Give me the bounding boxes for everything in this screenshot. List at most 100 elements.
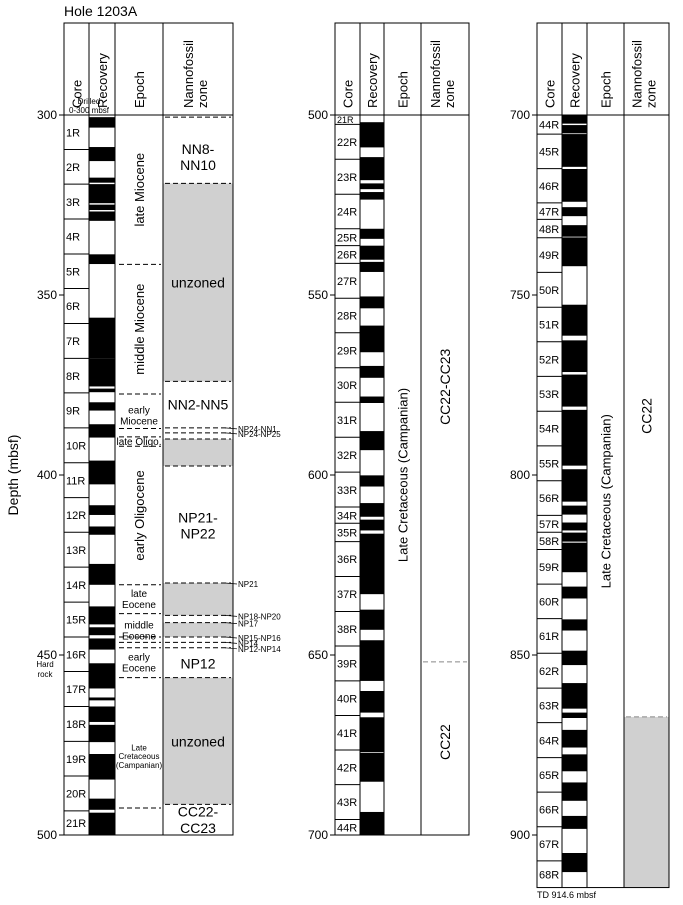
callout-leader: [224, 636, 238, 639]
recovery-block: [360, 519, 384, 531]
epoch-header: Epoch: [132, 71, 147, 108]
depth-tick-label: 400: [37, 468, 57, 482]
recovery-block: [562, 134, 587, 167]
recovery-block: [562, 782, 587, 801]
core-label: 67R: [539, 839, 559, 851]
zone-callout-label: NP24-NN1: [238, 425, 277, 434]
nannofossil-zone-label: NP21-NP22: [178, 510, 218, 542]
depth-tick-label: 350: [37, 288, 57, 302]
core-label: 59R: [539, 562, 559, 574]
core-label: 55R: [539, 458, 559, 470]
recovery-block: [562, 115, 587, 124]
unzoned-gray-band: [163, 677, 233, 805]
recovery-block: [89, 402, 115, 411]
drilled-label-line2: 0-300 mbsf: [69, 106, 110, 115]
depth-tick-label: 650: [308, 648, 328, 662]
recovery-block: [360, 431, 384, 451]
core-label: 6R: [66, 301, 80, 313]
column-frame: [63, 22, 234, 836]
hole-title: Hole 1203A: [64, 3, 138, 19]
zone-callout-label: NP15-NP16: [238, 634, 281, 643]
recovery-block: [562, 225, 587, 237]
unzoned-gray-band: [163, 439, 233, 466]
recovery-block: [89, 706, 115, 722]
recovery-block: [562, 754, 587, 772]
column-frame: [334, 22, 470, 836]
nannofossil-zone-label: NN2-NN5: [168, 397, 229, 413]
recovery-block: [360, 811, 384, 835]
recovery-block: [89, 211, 115, 221]
epoch-label: early Eocene: [122, 653, 156, 675]
depth-tick-label: 700: [510, 108, 530, 122]
recovery-block: [360, 325, 384, 353]
core-label: 19R: [66, 754, 86, 766]
recovery-block: [89, 526, 115, 535]
core-label: 3R: [66, 197, 80, 209]
core-label: 37R: [337, 589, 357, 601]
depth-tick-label: 750: [510, 288, 530, 302]
zone-callout-label: NP12-NP14: [238, 645, 281, 654]
depth-tick-label: 850: [510, 648, 530, 662]
core-label: 33R: [337, 485, 357, 497]
core-label: 20R: [66, 789, 86, 801]
recovery-block: [360, 192, 384, 200]
zone-callout-label: NP21: [238, 580, 259, 589]
epoch-header: Epoch: [396, 71, 411, 108]
recovery-block: [360, 396, 384, 403]
core-label: 57R: [539, 519, 559, 531]
core-label: 49R: [539, 250, 559, 262]
recovery-block: [89, 798, 115, 810]
core-label: 39R: [337, 659, 357, 671]
core-label: 10R: [66, 440, 86, 452]
depth-tick-label: 300: [37, 108, 57, 122]
core-label: 21R: [337, 115, 354, 125]
depth-axis-label: Depth (mbsf): [5, 435, 21, 516]
depth-tick-label: 450: [37, 648, 57, 662]
core-label: 11R: [66, 475, 85, 487]
nannofossil-zone-label: unzoned: [171, 733, 225, 749]
recovery-block: [360, 261, 384, 272]
core-header: Core: [341, 80, 356, 108]
unzoned-gray-band: [624, 716, 669, 888]
epoch-label: Late Cretaceous (Campanian): [599, 414, 614, 588]
recovery-block: [562, 505, 587, 515]
core-label: 31R: [337, 415, 357, 427]
recovery-block: [562, 469, 587, 502]
epoch-label: Late Cretaceous (Campanian): [396, 388, 411, 562]
core-header: Core: [70, 80, 85, 108]
recovery-header: Recovery: [365, 53, 380, 108]
recovery-block: [89, 117, 115, 128]
core-label: 13R: [66, 545, 86, 557]
core-label: 60R: [539, 597, 559, 609]
core-label: 2R: [66, 162, 80, 174]
recovery-block: [562, 586, 587, 599]
core-label: 42R: [337, 763, 357, 775]
nannofossil-zone-label: CC22: [437, 724, 453, 760]
core-label: 21R: [66, 818, 86, 830]
recovery-block: [360, 296, 384, 309]
recovery-block: [562, 853, 587, 873]
core-label: 24R: [337, 207, 357, 219]
recovery-block: [360, 157, 384, 181]
core-label: 43R: [337, 797, 357, 809]
recovery-block: [562, 409, 587, 444]
core-label: 4R: [66, 232, 80, 244]
core-label: 12R: [66, 510, 86, 522]
recovery-block: [562, 340, 587, 373]
core-label: 63R: [539, 701, 559, 713]
hard-rock-label-line2: rock: [37, 670, 53, 679]
recovery-block: [562, 169, 587, 202]
core-label: 51R: [539, 320, 559, 332]
recovery-block: [89, 147, 115, 162]
recovery-block: [562, 441, 587, 466]
recovery-block: [89, 177, 115, 183]
nannofossil-zone-label: CC22-CC23: [178, 804, 219, 836]
total-depth-label: TD 914.6 mbsf: [537, 890, 597, 900]
recovery-block: [360, 122, 384, 148]
zone-callout-label: NP14: [238, 639, 259, 648]
recovery-block: [89, 317, 115, 359]
core-label: 14R: [66, 580, 86, 592]
depth-tick-label: 500: [37, 828, 57, 842]
core-label: 15R: [66, 615, 86, 627]
nannofossil-zone-header: Nannofossilzone: [181, 40, 210, 108]
